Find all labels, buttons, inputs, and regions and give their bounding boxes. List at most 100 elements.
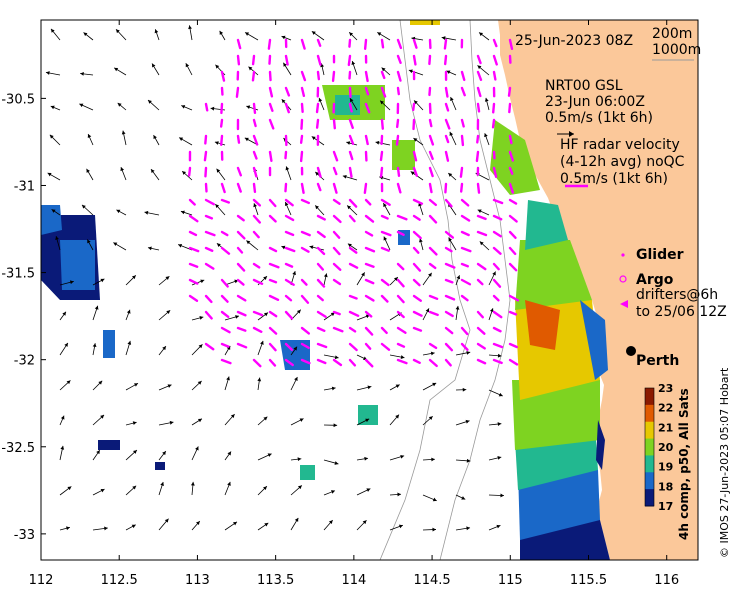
radar-vector [380,70,386,80]
wind-vector-head [169,420,174,425]
radar-vector [459,166,464,178]
wind-vector-head [162,451,166,456]
colorbar-tick-label: 17 [658,500,673,513]
radar-vector [204,214,214,220]
radar-vector [379,166,384,178]
radar-vector [332,214,342,224]
radar-vector [396,86,400,96]
radar-vector [476,214,487,221]
radar-vector [444,326,454,335]
isobath-1000-label: 1000m [652,42,701,58]
radar-vector [396,294,405,304]
wind-vector-head [395,414,400,419]
radar-vector [316,294,324,302]
radar-vector [204,262,215,270]
wind-vector-head [484,97,489,102]
wind-vector-head [323,273,328,278]
radar-vector [348,166,353,178]
radar-vector [364,246,376,253]
wind-vector-head [81,204,86,209]
wind-vector-head [479,32,484,37]
radar-vector [268,150,273,163]
radar-vector [476,86,482,98]
radar-vector [300,246,310,253]
wind-vector-head [466,526,471,531]
wind-vector-head [284,202,289,206]
radar-vector [428,214,438,224]
radar-vector [268,214,277,223]
radar-vector [364,86,370,96]
wind-vector-head [263,276,268,281]
wind-vector-head [216,243,221,248]
radar-vector [476,230,488,237]
wind-vector-head [311,31,316,35]
radar-vector [460,262,469,268]
radar-vector [380,246,390,252]
radar-vector [268,102,274,112]
radar-vector [412,310,423,317]
radar-vector [412,54,417,66]
radar-vector [284,182,288,193]
platform-legend: Glider Argo drifters@6h to 25/06 12Z [619,247,727,320]
radar-vector [428,358,438,368]
radar-vector [476,182,481,194]
radar-vector [492,230,502,238]
radar-vector [379,150,384,162]
radar-vector [332,150,339,162]
radar-vector [491,118,496,129]
wind-vector-head [180,210,185,215]
wind-scale-label: 0.5m/s (1kt 6h) [545,110,653,126]
radar-vector [380,86,387,98]
wind-vector-head [334,461,339,465]
radar-vector [252,198,261,207]
wind-vector-head [69,280,74,285]
radar-vector [235,86,240,98]
radar-vector [252,310,264,317]
radar-vector [268,342,277,352]
radar-vector [268,326,278,335]
radar-vector [395,118,400,129]
wind-vector-head [331,490,335,494]
colorbar-segment [645,438,654,456]
wind-vector-head [67,486,72,491]
radar-vector [412,326,423,332]
radar-vector [284,230,295,237]
radar-vector [204,246,214,252]
radar-vector [492,246,502,255]
wind-vector-head [342,174,347,179]
wind-vector-head [383,203,387,208]
radar-vector [508,102,512,114]
radar-vector [476,326,486,335]
radar-vector [204,342,215,351]
wind-vector-head [151,63,156,68]
radar-vector [300,86,306,97]
radar-vector [268,198,277,208]
radar-vector [428,262,437,270]
radar-vector [268,118,275,130]
radar-vector [428,86,432,97]
radar-vector [364,102,371,114]
wind-vector-head [113,242,118,246]
radar-vector [380,294,389,303]
radar-vector [412,358,421,364]
wind-vector-head [419,238,423,243]
radar-vector [236,134,241,144]
wind-vector-head [309,245,314,250]
wind-vector-head [334,355,339,360]
wind-vector-head [166,310,171,315]
wind-vector-head [246,240,251,245]
radar-vector [188,198,196,206]
x-tick-label: 112.5 [101,573,138,588]
radar-vector [476,102,481,113]
wind-vector-head [47,172,52,177]
wind-vector-head [466,350,471,355]
radar-vector [444,262,456,269]
radar-vector [204,182,208,193]
wind-vector-head [133,450,137,454]
radar-vector [492,102,496,114]
radar-vector [284,198,294,207]
radar-vector [364,294,375,302]
wind-vector-head [182,171,187,175]
radar-vector [252,134,259,146]
radar-vector [220,278,229,288]
